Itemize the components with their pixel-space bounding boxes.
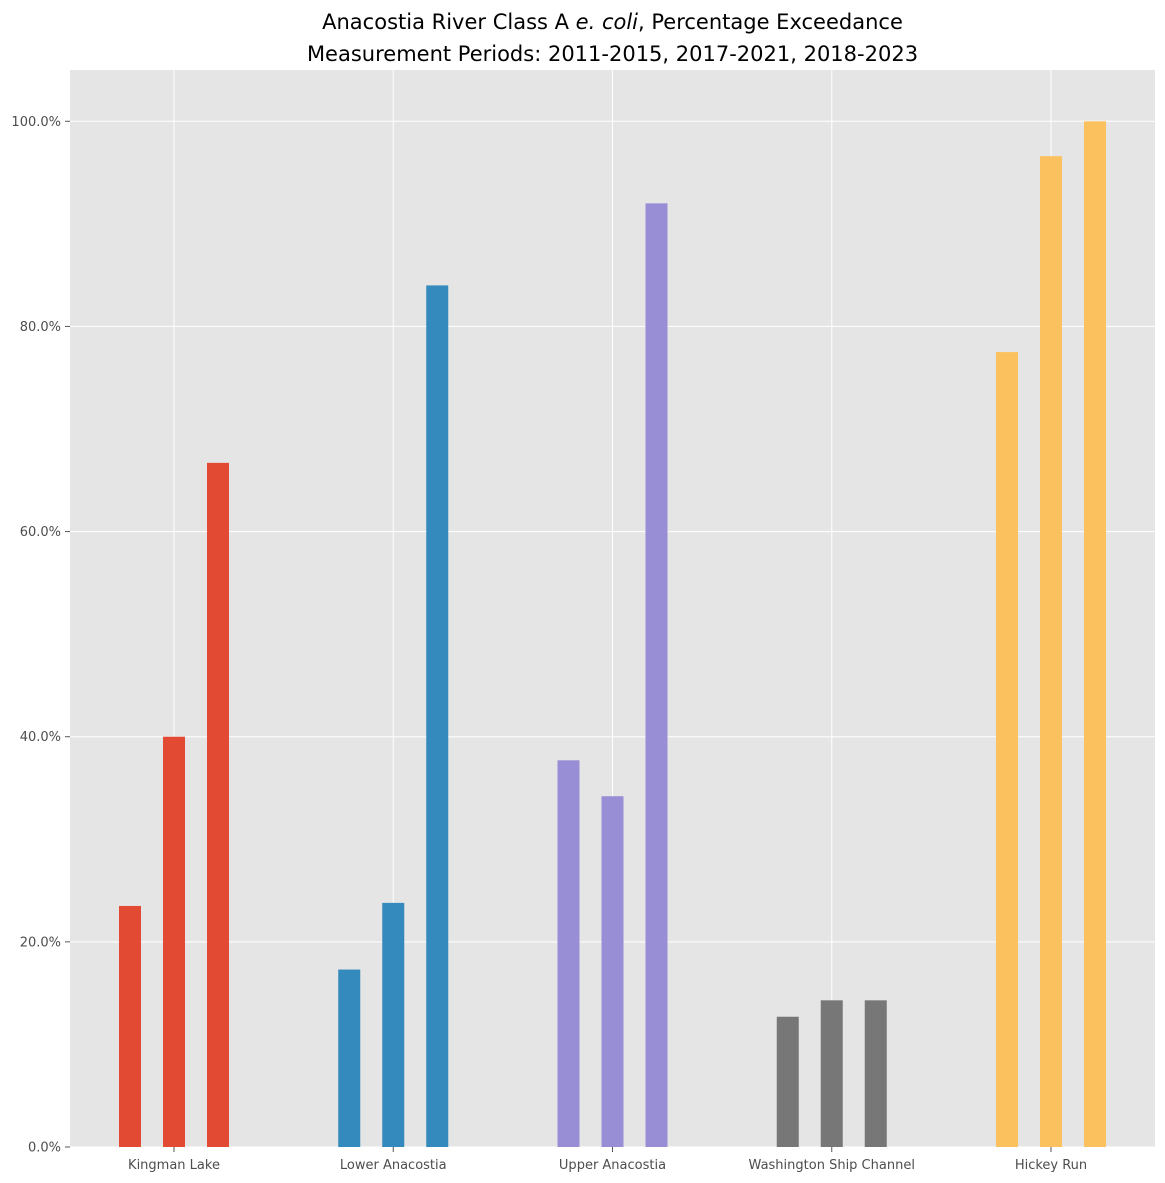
bar-hickey-run-3 [1084, 121, 1106, 1147]
bar-upper-anacostia-1 [557, 760, 580, 1147]
bar-kingman-lake-1 [119, 905, 141, 1147]
x-tick-label: Upper Anacostia [559, 1158, 666, 1173]
y-tick-label: 40.0% [20, 730, 61, 745]
x-axis-ticks: Kingman Lake Lower Anacostia Upper Anacost… [128, 1147, 1087, 1173]
y-tick-label: 80.0% [20, 320, 61, 335]
bar-hickey-run-2 [1040, 156, 1062, 1147]
bar-hickey-run-1 [996, 352, 1018, 1148]
bar-kingman-lake-3 [207, 462, 229, 1147]
y-tick-label: 60.0% [20, 525, 61, 540]
x-tick-label: Kingman Lake [128, 1158, 220, 1173]
bar-lower-anacostia-2 [382, 902, 405, 1147]
title-suffix: , Percentage Exceedance [638, 10, 903, 34]
bar-lower-anacostia-3 [426, 285, 449, 1147]
bar-washington-ship-channel-2 [820, 1000, 843, 1147]
chart-title: Anacostia River Class A e. coli, Percent… [0, 6, 1165, 70]
bar-upper-anacostia-2 [601, 796, 624, 1147]
chart-title-line1: Anacostia River Class A e. coli, Percent… [322, 10, 903, 34]
y-tick-label: 20.0% [20, 935, 61, 950]
bar-upper-anacostia-3 [645, 203, 668, 1148]
bar-washington-ship-channel-3 [864, 1000, 887, 1147]
bar-kingman-lake-2 [163, 736, 185, 1147]
bars [119, 121, 1106, 1148]
x-tick-label: Lower Anacostia [340, 1158, 447, 1173]
y-axis-ticks: 0.0% 20.0% 40.0% 60.0% 80.0% 100.0% [11, 115, 70, 1156]
title-prefix: Anacostia River Class A [322, 10, 576, 34]
y-tick-label: 0.0% [28, 1141, 61, 1156]
bar-lower-anacostia-1 [338, 969, 361, 1147]
title-italic: e. coli [575, 10, 639, 34]
y-tick-label: 100.0% [11, 115, 61, 130]
bar-washington-ship-channel-1 [776, 1016, 799, 1147]
x-tick-label: Hickey Run [1015, 1158, 1087, 1173]
x-tick-label: Washington Ship Channel [749, 1158, 915, 1173]
chart-title-line2: Measurement Periods: 2011-2015, 2017-202… [306, 42, 919, 66]
